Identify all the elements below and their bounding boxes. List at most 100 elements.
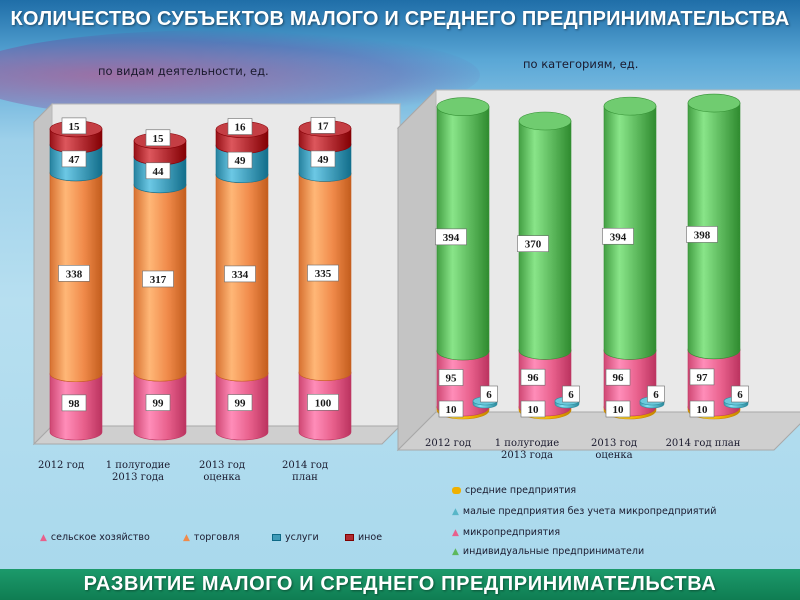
svg-text:6: 6 (737, 389, 743, 401)
datalabel-right-1-2: 96 (520, 368, 546, 386)
svg-text:10: 10 (446, 404, 458, 416)
svg-text:98: 98 (69, 398, 81, 410)
datalabel-right-3-2: 97 (689, 368, 715, 386)
svg-text:6: 6 (486, 389, 492, 401)
legend-marker-icon: ▲ (183, 532, 190, 543)
legend-right-item-2: ▲ микропредприятия (452, 527, 560, 538)
xtick-chart0-3: 2014 год план (281, 460, 329, 483)
legend-label: малые предприятия без учета микропредпри… (462, 506, 717, 517)
legend-marker-icon (272, 534, 281, 541)
legend-marker-icon: ▲ (452, 506, 459, 517)
datalabel-right-3-3: 398 (686, 226, 718, 243)
svg-text:99: 99 (153, 398, 165, 410)
legend-label: торговля (193, 532, 240, 543)
xtick-chart0-0: 2012 год (37, 460, 85, 471)
datalabel-left-3-3: 17 (310, 117, 336, 134)
datalabel-left-2-2: 49 (227, 151, 253, 169)
legend-label: услуги (285, 532, 319, 543)
datalabel-right-0-0: 10 (438, 400, 464, 418)
legend-label: сельское хозяйство (50, 532, 150, 543)
datalabel-right-0-3: 394 (435, 228, 467, 246)
legend-left-item-0: ▲ сельское хозяйство (40, 532, 150, 543)
footer-banner: РАЗВИТИЕ МАЛОГО И СРЕДНЕГО ПРЕДПРИНИМАТЕ… (0, 569, 800, 600)
svg-text:100: 100 (315, 397, 332, 409)
datalabel-left-1-0: 99 (145, 394, 171, 411)
svg-text:398: 398 (694, 229, 711, 241)
legend-label: микропредприятия (462, 527, 561, 538)
svg-text:95: 95 (446, 373, 458, 385)
datalabel-right-1-1: 6 (562, 385, 580, 403)
datalabel-left-1-3: 15 (145, 129, 171, 147)
datalabel-left-0-1: 338 (58, 265, 90, 282)
legend-label: иное (358, 532, 383, 543)
xtick-chart1-0: 2012 год (424, 438, 472, 449)
svg-text:10: 10 (613, 404, 625, 416)
svg-text:370: 370 (525, 239, 542, 251)
svg-text:17: 17 (318, 120, 330, 132)
svg-text:335: 335 (315, 268, 332, 280)
chart-right-subtitle: по категориям, ед. (523, 57, 639, 71)
bar-right-3-1 (723, 396, 749, 409)
svg-text:97: 97 (697, 372, 709, 384)
xtick-chart0-1: 1 полугодие 2013 года (105, 460, 171, 483)
datalabel-right-0-2: 95 (438, 369, 464, 386)
datalabel-right-2-1: 6 (647, 385, 665, 403)
datalabel-right-2-3: 394 (602, 227, 634, 245)
datalabel-right-1-0: 10 (520, 400, 546, 418)
legend-label: индивидуальные предприниматели (462, 546, 645, 557)
datalabel-left-2-0: 99 (227, 394, 253, 411)
legend-marker-icon (345, 534, 354, 541)
datalabel-right-2-0: 10 (605, 400, 631, 418)
datalabel-left-2-1: 334 (224, 265, 256, 283)
page-title: КОЛИЧЕСТВО СУБЪЕКТОВ МАЛОГО И СРЕДНЕГО П… (10, 8, 790, 30)
datalabel-right-2-2: 96 (605, 368, 631, 386)
legend-marker-icon: ▲ (40, 532, 47, 543)
svg-text:16: 16 (235, 122, 247, 134)
svg-text:44: 44 (153, 166, 165, 178)
datalabel-left-3-1: 335 (307, 264, 339, 282)
datalabel-left-0-2: 47 (61, 150, 87, 168)
svg-text:338: 338 (66, 268, 83, 280)
legend-label: средние предприятия (465, 485, 577, 496)
svg-text:15: 15 (153, 133, 165, 145)
svg-text:10: 10 (528, 404, 540, 416)
legend-right-item-1: ▲ малые предприятия без учета микропредпр… (452, 506, 716, 517)
datalabel-left-1-2: 44 (145, 162, 171, 180)
legend-marker-icon: ▲ (452, 546, 459, 557)
datalabel-right-1-3: 370 (517, 235, 549, 252)
datalabel-left-3-0: 100 (307, 393, 339, 411)
datalabel-left-3-2: 49 (310, 150, 336, 168)
datalabel-left-0-3: 15 (61, 117, 87, 135)
svg-text:96: 96 (528, 372, 540, 384)
legend-left-item-2: услуги (272, 532, 319, 543)
legend-marker-icon (452, 487, 461, 494)
svg-text:47: 47 (69, 154, 81, 166)
xtick-chart1-3: 2014 год план (665, 438, 741, 449)
svg-text:394: 394 (610, 231, 627, 243)
svg-text:15: 15 (69, 121, 81, 133)
datalabel-right-0-1: 6 (480, 385, 498, 403)
datalabel-left-0-0: 98 (61, 394, 87, 412)
svg-text:49: 49 (235, 155, 247, 167)
svg-text:6: 6 (568, 389, 574, 401)
legend-right-item-3: ▲ индивидуальные предприниматели (452, 546, 644, 557)
legend-right-item-0: средние предприятия (452, 485, 576, 496)
legend-marker-icon: ▲ (452, 527, 459, 538)
legend-left-item-1: ▲ торговля (183, 532, 240, 543)
legend-left-item-3: иное (345, 532, 382, 543)
svg-text:99: 99 (235, 398, 247, 410)
xtick-chart1-2: 2013 год оценка (590, 438, 638, 461)
datalabel-left-1-1: 317 (142, 270, 174, 288)
svg-text:49: 49 (318, 154, 330, 166)
svg-text:394: 394 (443, 232, 460, 244)
datalabel-right-3-1: 6 (731, 385, 749, 403)
datalabel-right-3-0: 10 (689, 400, 715, 418)
datalabel-left-2-3: 16 (227, 118, 253, 135)
svg-text:334: 334 (232, 269, 249, 281)
svg-text:96: 96 (613, 372, 625, 384)
svg-text:317: 317 (150, 274, 167, 286)
xtick-chart1-1: 1 полугодие 2013 года (494, 438, 560, 461)
svg-text:10: 10 (697, 404, 709, 416)
chart-left-subtitle: по видам деятельности, ед. (98, 64, 269, 78)
